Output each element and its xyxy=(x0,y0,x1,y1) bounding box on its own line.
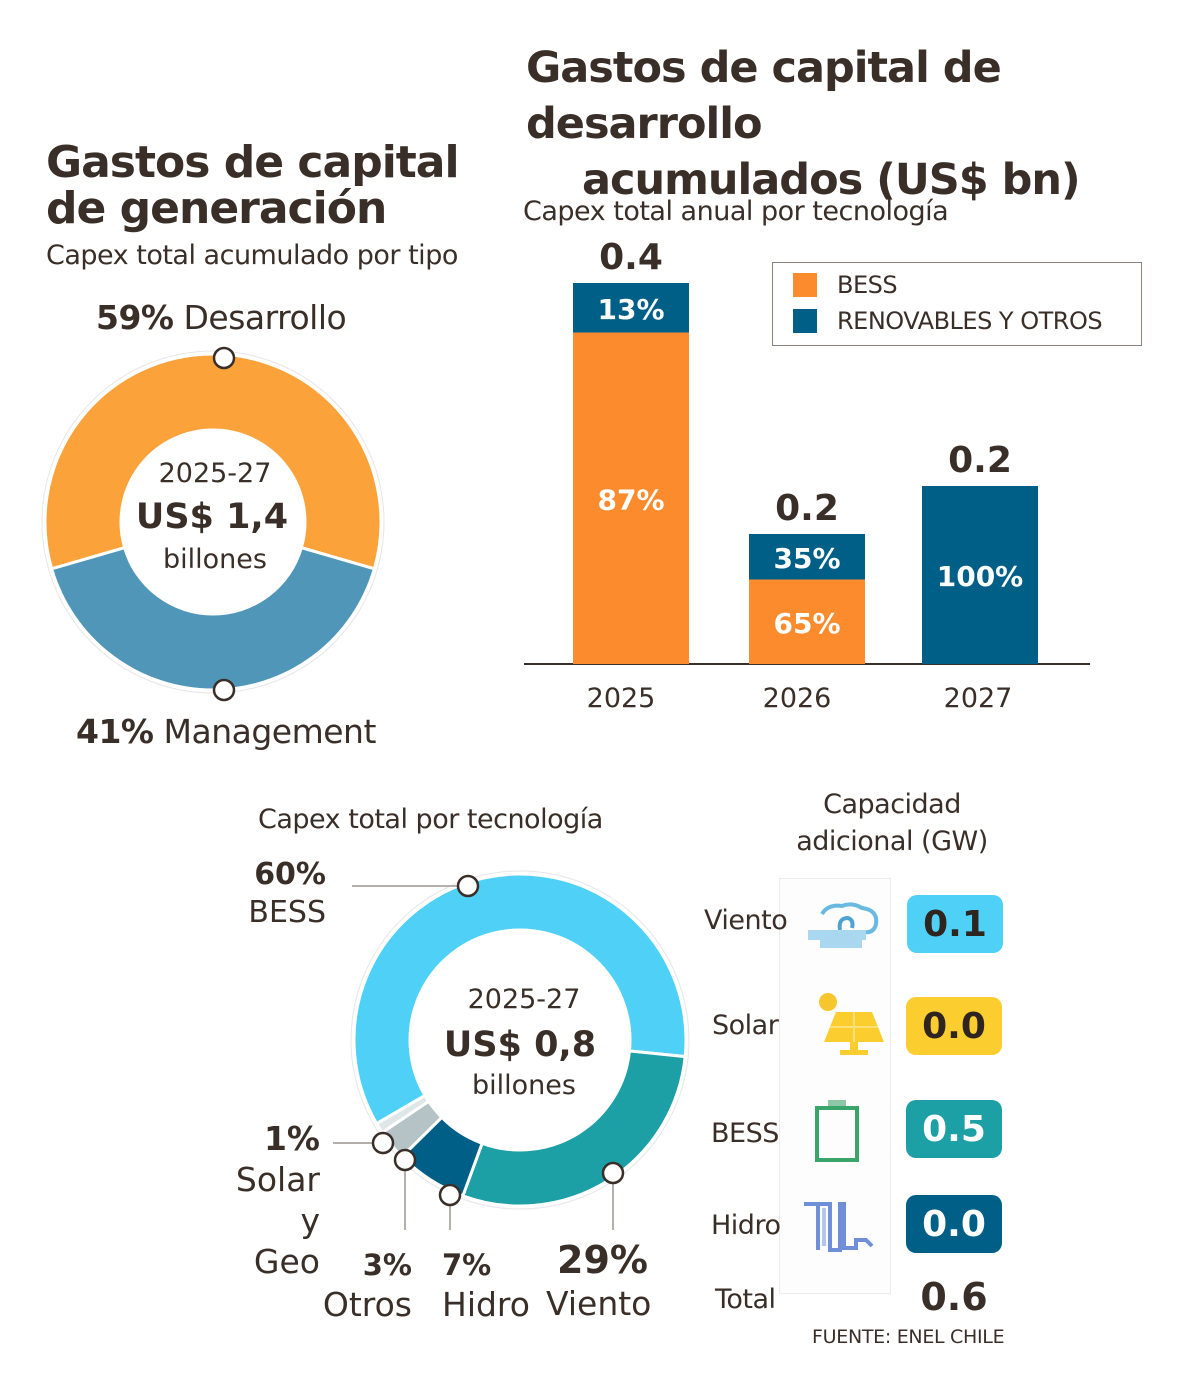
bar-label-2026-renovables-y-otros: 35% xyxy=(773,542,840,575)
bar-2027-renovables-y-otros xyxy=(922,486,1038,664)
left-title-line2: de generación xyxy=(46,183,387,234)
bar-label-2025-renovables-y-otros: 13% xyxy=(597,293,664,326)
capacity-title: Capacidad adicional (GW) xyxy=(780,786,1004,860)
bar-total-2027: 0.2 xyxy=(948,440,1012,481)
donut2-name-otros: Otros xyxy=(322,1285,412,1324)
legend-item-renovables: RENOVABLES Y OTROS xyxy=(793,303,1141,339)
donut1-center-period: 2025-27 xyxy=(159,458,272,489)
donut2-label-otros: 3% Otros xyxy=(322,1245,412,1325)
left-title-line1: Gastos de capital xyxy=(46,137,460,188)
bar-label-2027-renovables-y-otros: 100% xyxy=(937,560,1024,593)
donut2-label-solar: 1% Solar y Geo xyxy=(226,1118,320,1282)
legend-item-bess: BESS xyxy=(793,267,1141,303)
donut2-pct-hidro: 7% xyxy=(442,1248,492,1282)
donut2-marker-hidro xyxy=(438,1183,462,1207)
donut2-slice-solar-y-geo xyxy=(374,1093,431,1135)
capacity-badge-solar: 0.0 xyxy=(906,997,1002,1055)
bar-2026-renovables-y-otros xyxy=(749,534,865,580)
donut2-pct-solar: 1% xyxy=(263,1119,320,1158)
donut1-slice-management xyxy=(49,545,377,692)
capacity-label-viento: Viento xyxy=(704,905,788,936)
right-subtitle: Capex total anual por tecnología xyxy=(523,196,949,227)
donut2-marker-bess xyxy=(456,874,480,898)
donut2-pct-bess: 60% xyxy=(254,857,326,892)
source-note: FUENTE: ENEL CHILE xyxy=(812,1326,1005,1348)
capacity-badge-viento: 0.1 xyxy=(907,895,1003,953)
x-tick-2025: 2025 xyxy=(587,683,656,714)
bar-label-2025-bess: 87% xyxy=(597,483,664,516)
donut2-name-viento: Viento xyxy=(546,1284,652,1323)
wind-cloud-icon xyxy=(808,902,879,948)
capacity-total-value: 0.6 xyxy=(920,1275,988,1319)
capacity-value-solar: 0.0 xyxy=(922,1005,986,1047)
donut2-pct-viento: 29% xyxy=(557,1238,648,1282)
donut2-marker-otros xyxy=(393,1148,417,1172)
donut1-pct-desarrollo: 59% xyxy=(96,298,174,337)
legend-swatch-renovables xyxy=(793,309,817,333)
donut2-pct-otros: 3% xyxy=(362,1248,412,1282)
donut2-chart xyxy=(333,870,690,1230)
donut2-name-bess: BESS xyxy=(248,895,326,930)
bar-total-2026: 0.2 xyxy=(775,488,839,529)
donut1-pct-management: 41% xyxy=(76,712,154,751)
donut2-center-unit: billones xyxy=(472,1070,576,1101)
capacity-label-solar: Solar xyxy=(712,1010,779,1041)
legend-swatch-bess xyxy=(793,273,817,297)
donut1-outline xyxy=(41,350,385,694)
right-title-line2: acumulados (US$ bn) xyxy=(582,155,1081,205)
bar-2025-bess xyxy=(573,332,689,664)
right-title: Gastos de capital de desarrollo acumulad… xyxy=(526,40,1200,208)
capacity-title-line2: adicional (GW) xyxy=(796,826,988,857)
capacity-label-bess: BESS xyxy=(711,1118,779,1149)
bar-chart: 87% 13% 0.4 2025 65% 35% 0.2 2026 100% 0.2 2027 xyxy=(524,237,1090,714)
capacity-label-total: Total xyxy=(715,1284,776,1315)
donut2-slice-viento xyxy=(460,1049,687,1208)
donut2-marker-viento xyxy=(601,1161,625,1185)
donut1-name-management: Management xyxy=(163,712,377,751)
x-tick-2027: 2027 xyxy=(944,683,1013,714)
capacity-value-viento: 0.1 xyxy=(923,903,987,945)
left-subtitle: Capex total acumulado por tipo xyxy=(46,240,458,271)
donut1-marker-desarrollo xyxy=(212,346,236,370)
donut1-chart xyxy=(41,346,385,702)
legend-label-bess: BESS xyxy=(837,271,898,299)
capacity-value-bess: 0.5 xyxy=(922,1108,986,1150)
donut2-outline xyxy=(350,870,690,1210)
bar-2026-bess xyxy=(749,579,865,664)
donut2-slice-bess xyxy=(352,872,688,1126)
donut2-center-period: 2025-27 xyxy=(468,984,581,1015)
hydro-wave-icon xyxy=(804,1202,874,1252)
x-tick-2026: 2026 xyxy=(763,683,832,714)
donut1-slice-desarrollo xyxy=(43,352,383,571)
left-title: Gastos de capital de generación xyxy=(46,137,460,234)
legend-label-renovables: RENOVABLES Y OTROS xyxy=(837,307,1103,335)
capacity-label-hidro: Hidro xyxy=(711,1210,781,1241)
bar-2025-renovables-y-otros xyxy=(573,283,689,333)
donut1-center-amount: US$ 1,4 xyxy=(136,497,288,537)
donut2-label-hidro: 7% Hidro xyxy=(442,1245,530,1325)
solar-panel-icon xyxy=(819,993,884,1055)
capacity-badge-bess: 0.5 xyxy=(906,1100,1002,1158)
bar-label-2026-bess: 65% xyxy=(773,607,840,640)
donut2-label-viento: 29% Viento xyxy=(546,1238,652,1326)
bottom-subtitle: Capex total por tecnología xyxy=(258,804,603,835)
capacity-value-hidro: 0.0 xyxy=(922,1203,986,1245)
bar-legend: BESS RENOVABLES Y OTROS xyxy=(772,262,1142,346)
battery-icon xyxy=(815,1100,859,1162)
donut1-label-desarrollo: 59% Desarrollo xyxy=(96,298,347,337)
donut1-center-unit: billones xyxy=(163,544,267,575)
donut2-marker-solar xyxy=(371,1131,395,1155)
donut2-name-solar: Solar y Geo xyxy=(235,1160,320,1281)
donut1-label-management: 41% Management xyxy=(76,712,376,751)
bar-total-2025: 0.4 xyxy=(599,237,663,278)
donut2-center-amount: US$ 0,8 xyxy=(444,1025,596,1065)
capacity-badge-hidro: 0.0 xyxy=(906,1195,1002,1253)
right-title-line1: Gastos de capital de desarrollo xyxy=(526,43,1002,149)
capacity-title-line1: Capacidad xyxy=(823,789,961,820)
donut2-name-hidro: Hidro xyxy=(442,1285,530,1324)
donut1-marker-management xyxy=(212,678,236,702)
donut2-label-bess: 60% BESS xyxy=(240,856,326,932)
donut1-name-desarrollo: Desarrollo xyxy=(183,298,347,337)
